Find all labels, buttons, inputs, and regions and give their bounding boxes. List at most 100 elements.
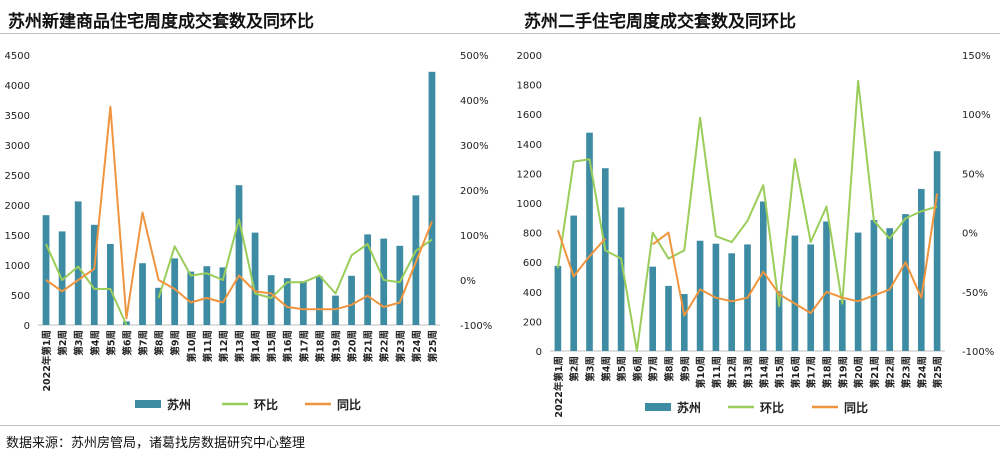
left-axis-tick-label: 400 [523,288,542,299]
category-label: 第24周 [411,330,423,362]
bar [933,151,941,351]
bar [649,266,657,351]
bar [155,287,162,325]
bar [283,278,291,325]
bar [696,240,704,351]
left-axis-tick-label: 4000 [5,81,30,92]
right-axis-tick-label: 50% [962,169,984,180]
bar [902,214,909,351]
yoy-line [652,193,939,317]
bar [791,235,799,351]
left-axis-tick-label: 1800 [517,81,542,92]
category-label: 第24周 [916,356,928,388]
bar [364,234,372,325]
category-label: 第4周 [600,356,612,382]
bar [823,221,830,351]
bar [586,132,593,351]
category-label: 第18周 [314,330,326,362]
category-label: 第4周 [89,330,101,356]
category-label: 第5周 [616,356,628,382]
bar [807,244,815,351]
category-label: 第17周 [806,356,818,388]
left-axis-tick-label: 3000 [5,141,30,152]
category-label: 第3周 [73,330,85,356]
bar [570,215,578,351]
legend-swatch-bar [135,400,161,408]
bar [299,281,307,325]
legend-swatch-bar [645,403,671,411]
category-label: 第12周 [218,330,230,362]
category-label: 第15周 [266,330,278,362]
bar [106,244,114,325]
left-axis-tick-label: 600 [523,258,542,269]
right-axis-tick-label: 0% [962,229,978,240]
category-label: 第16周 [282,330,294,362]
category-label: 第10周 [186,330,198,362]
right-axis-tick-label: -100% [460,321,492,332]
category-label: 第13周 [743,356,755,388]
left-axis-tick-label: 1200 [517,169,542,180]
chart-title-second-hand: 苏州二手住宅周度成交套数及同环比 [524,12,796,32]
category-label: 第14周 [758,356,770,388]
category-label: 第8周 [664,356,676,382]
bar [617,207,625,351]
category-label: 第6周 [121,330,133,356]
left-axis-tick-label: 1600 [517,110,542,121]
bar [870,220,878,351]
category-label: 第25周 [932,356,944,388]
left-axis-tick-label: 1000 [5,261,30,272]
right-axis-tick-label: 400% [460,96,489,107]
bar [380,238,388,325]
category-label: 第16周 [790,356,802,388]
bar [554,265,562,351]
bar [219,267,227,325]
mom-line [157,218,433,299]
left-axis-tick-label: 2000 [517,51,542,62]
legend-label: 苏州 [167,397,191,412]
right-axis-tick-label: -50% [962,288,988,299]
category-label: 第22周 [885,356,897,388]
category-label: 第7周 [138,330,150,356]
legend-label: 同比 [844,400,868,415]
category-label: 第13周 [234,330,246,362]
category-label: 第17周 [298,330,310,362]
bar [90,224,98,325]
category-label: 第23周 [395,330,407,362]
category-label: 第25周 [427,330,439,362]
bar [316,276,323,325]
category-label: 第19周 [837,356,849,388]
right-axis-tick-label: 0% [460,276,476,287]
category-label: 第11周 [202,330,214,362]
left-axis-tick-label: 0 [24,321,30,332]
bar [348,275,355,325]
right-axis-tick-label: 150% [962,51,991,62]
category-label: 第21周 [869,356,881,388]
bar [251,232,259,325]
left-axis-tick-label: 0 [536,347,542,358]
category-label: 第19周 [330,330,342,362]
bar [601,168,609,351]
right-axis-tick-label: 100% [962,110,991,121]
bar [428,71,436,325]
left-axis-tick-label: 200 [523,317,542,328]
footer-divider [0,425,1000,426]
left-axis-tick-label: 1500 [5,231,30,242]
legend-label: 环比 [760,400,784,415]
category-label: 第21周 [363,330,375,362]
category-label: 第15周 [774,356,786,388]
bar [854,232,862,351]
bar [74,201,82,325]
mom-line [45,243,128,326]
left-axis-tick-label: 500 [11,291,30,302]
category-label: 2022年第1周 [41,330,53,392]
bar [838,299,846,351]
category-label: 第5周 [105,330,117,356]
legend-label: 苏州 [677,400,701,415]
mom-line [556,80,938,352]
right-axis-tick-label: 200% [460,186,489,197]
category-label: 第7周 [648,356,660,382]
left-axis-tick-label: 800 [523,229,542,240]
category-label: 第22周 [379,330,391,362]
legend-label: 同比 [337,397,361,412]
bar [203,266,211,325]
